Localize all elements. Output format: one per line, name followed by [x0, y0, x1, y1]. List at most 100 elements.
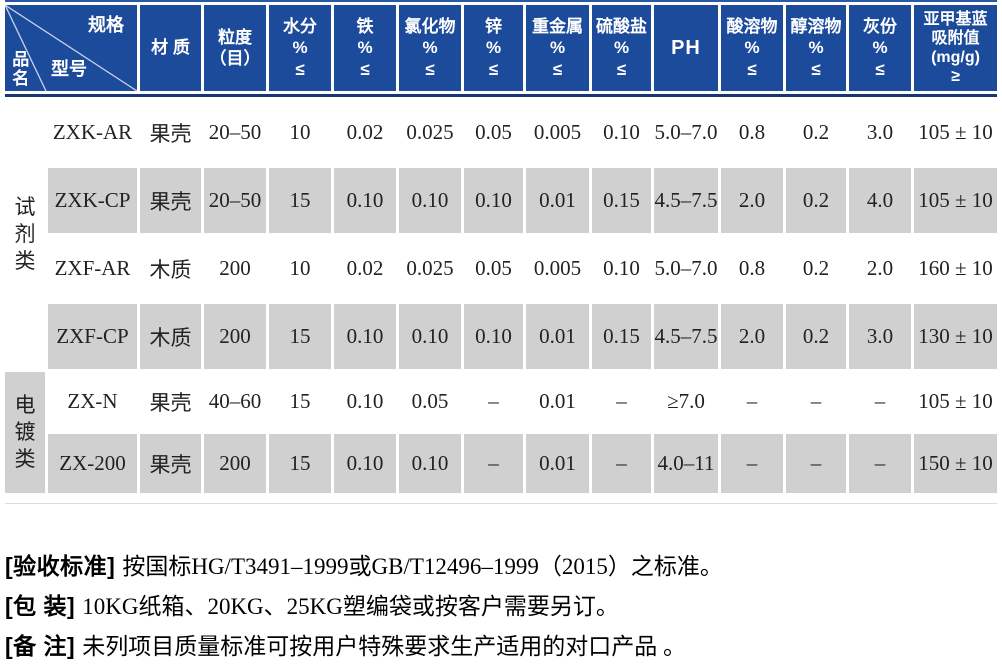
header-line: 锌 — [485, 17, 502, 37]
note-line: [验收标准] 按国标HG/T3491–1999或GB/T12496–1999（20… — [5, 551, 723, 582]
header-line: 吸附值 — [931, 29, 980, 47]
value-cell: 木质 — [140, 236, 201, 301]
value-cell: 4.5–7.5 — [654, 304, 718, 369]
model-cell: ZXF-AR — [48, 236, 137, 301]
note-line: [备 注] 未列项目质量标准可按用户特殊要求生产适用的对口产品 。 — [5, 631, 723, 662]
value-cell: – — [592, 434, 651, 493]
value-cell: 5.0–7.0 — [654, 236, 718, 301]
value-cell: – — [592, 372, 651, 431]
header-line: (mg/g) — [931, 49, 980, 66]
header-line: % — [292, 38, 308, 58]
group-cell-reagent: 试剂类 — [5, 100, 45, 369]
value-cell: 105 ± 10 — [914, 372, 997, 431]
header-line: ≥ — [951, 68, 960, 86]
value-cell: 15 — [269, 372, 331, 431]
value-cell: 0.8 — [721, 100, 783, 165]
header-line: % — [872, 38, 888, 58]
header-line: % — [422, 38, 438, 58]
value-cell: 0.10 — [334, 304, 396, 369]
header-cell-alcohol-soluble: 醇溶物% ≤ — [786, 5, 846, 91]
model-cell: ZXK-CP — [48, 168, 137, 233]
value-cell: 2.0 — [721, 168, 783, 233]
value-cell: 0.025 — [399, 236, 461, 301]
value-cell: 10 — [269, 100, 331, 165]
corner-header-cell: 规格 型号 品名 — [5, 5, 137, 91]
value-cell: 130 ± 10 — [914, 304, 997, 369]
value-cell: – — [464, 372, 523, 431]
value-cell: 160 ± 10 — [914, 236, 997, 301]
value-cell: 4.0 — [849, 168, 911, 233]
header-line: ≤ — [552, 59, 563, 79]
header-line: % — [808, 38, 824, 58]
spec-table: 规格 型号 品名材 质粒度 （目） 水分% ≤ 铁% ≤ 氯化物% ≤ 锌% ≤ 重金属% ≤ 硫酸盐% ≤ P… — [5, 0, 997, 493]
header-line: 醇溶物 — [790, 17, 842, 37]
model-cell: ZX-N — [48, 372, 137, 431]
value-cell: 果壳 — [140, 434, 201, 493]
value-cell: 0.10 — [334, 372, 396, 431]
note-line: [包 装] 10KG纸箱、20KG、25KG塑编袋或按客户需要另订。 — [5, 591, 723, 622]
value-cell: 0.01 — [526, 304, 589, 369]
header-line: % — [613, 38, 630, 58]
group-label-reagent: 试剂类 — [14, 194, 36, 274]
value-cell: 0.2 — [786, 100, 846, 165]
corner-label-spec: 规格 — [88, 15, 124, 35]
value-cell: 0.10 — [464, 304, 523, 369]
model-cell: ZXF-CP — [48, 304, 137, 369]
note-text: 10KG纸箱、20KG、25KG塑编袋或按客户需要另订。 — [82, 594, 619, 619]
header-line: PH — [671, 36, 701, 59]
header-line: 氯化物 — [404, 17, 456, 37]
value-cell: – — [786, 434, 846, 493]
header-line: 材 质 — [151, 38, 190, 58]
header-line: 硫酸盐 — [596, 17, 647, 37]
header-line: 灰份 — [863, 17, 897, 37]
value-cell: 0.2 — [786, 236, 846, 301]
header-line: ≤ — [616, 59, 627, 79]
value-cell: 15 — [269, 434, 331, 493]
value-cell: 15 — [269, 304, 331, 369]
value-cell: 3.0 — [849, 100, 911, 165]
value-cell: 0.01 — [526, 168, 589, 233]
value-cell: 0.05 — [399, 372, 461, 431]
table-bottom-rule — [5, 503, 997, 504]
value-cell: 0.02 — [334, 100, 396, 165]
value-cell: – — [721, 434, 783, 493]
value-cell: 150 ± 10 — [914, 434, 997, 493]
value-cell: – — [849, 434, 911, 493]
value-cell: 果壳 — [140, 168, 201, 233]
header-line: ≤ — [811, 59, 821, 79]
header-line: % — [485, 38, 502, 58]
value-cell: 0.8 — [721, 236, 783, 301]
value-cell: – — [464, 434, 523, 493]
header-cell-methylene-blue: 亚甲基蓝 吸附值 (mg/g) ≥ — [914, 5, 997, 91]
value-cell: – — [721, 372, 783, 431]
value-cell: 0.01 — [526, 372, 589, 431]
header-cell-material: 材 质 — [140, 5, 201, 91]
value-cell: 0.005 — [526, 100, 589, 165]
group-label-electroplating: 电镀类 — [14, 392, 36, 472]
value-cell: 2.0 — [849, 236, 911, 301]
model-cell: ZXK-AR — [48, 100, 137, 165]
value-cell: 0.10 — [592, 236, 651, 301]
value-cell: – — [849, 372, 911, 431]
value-cell: 40–60 — [204, 372, 266, 431]
value-cell: 200 — [204, 434, 266, 493]
value-cell: 200 — [204, 304, 266, 369]
header-line: ≤ — [875, 59, 885, 79]
header-cell-zinc: 锌% ≤ — [464, 5, 523, 91]
model-cell: ZX-200 — [48, 434, 137, 493]
corner-label-category: 品名 — [12, 49, 30, 88]
value-cell: 4.5–7.5 — [654, 168, 718, 233]
value-cell: 0.10 — [464, 168, 523, 233]
header-cell-ph: PH — [654, 5, 718, 91]
value-cell: 10 — [269, 236, 331, 301]
header-line: ≤ — [295, 59, 305, 79]
header-cell-particle-size: 粒度 （目） — [204, 5, 266, 91]
note-label: [备 注] — [5, 633, 76, 659]
header-line: ≤ — [488, 59, 499, 79]
header-line: % — [357, 38, 373, 58]
value-cell: 2.0 — [721, 304, 783, 369]
header-cell-chloride: 氯化物% ≤ — [399, 5, 461, 91]
group-cell-electroplating: 电镀类 — [5, 372, 45, 493]
value-cell: 4.0–11 — [654, 434, 718, 493]
